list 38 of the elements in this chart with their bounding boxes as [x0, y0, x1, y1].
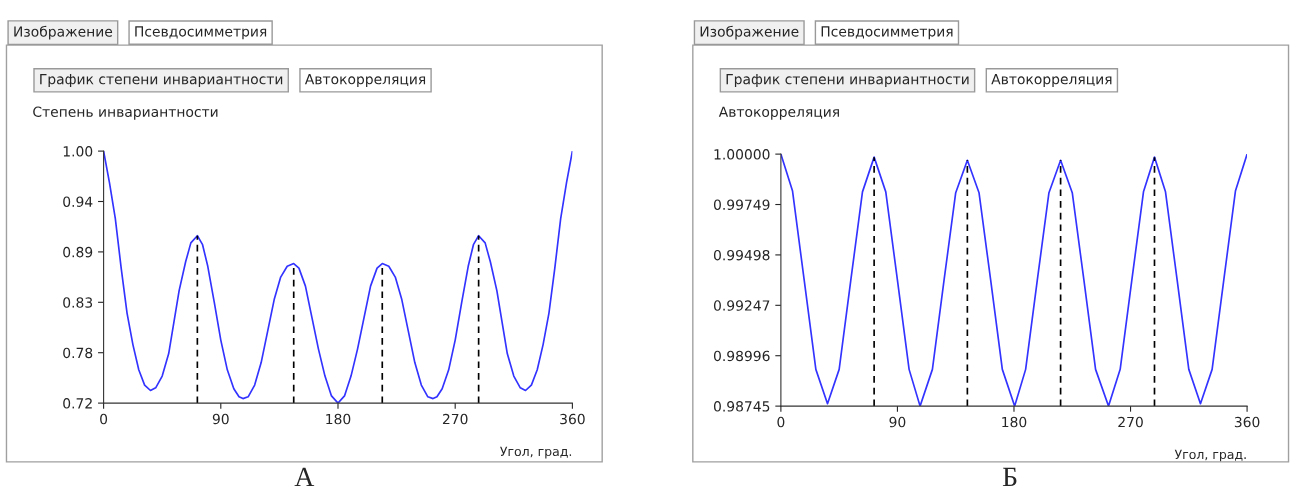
text: Псевдосимметрия [135, 26, 267, 40]
text: Автокорреляция [304, 74, 426, 88]
y-tick-label: 0.98996 [713, 350, 770, 362]
y-tick-label: 0.94 [63, 196, 93, 207]
chart-title: Автокорреляция [718, 106, 839, 120]
y-tick-label: 0.99498 [713, 249, 770, 261]
x-tick-label: 90 [889, 416, 906, 428]
text: Автокорреляция [991, 74, 1112, 88]
text: Псевдосимметрия [821, 26, 953, 40]
y-tick-label: 0.78 [63, 347, 93, 359]
x-axis-title: Угол, град. [500, 446, 572, 459]
y-tick-label: 0.99749 [713, 199, 770, 210]
y-tick-label: 0.83 [63, 297, 93, 308]
x-tick-label: 270 [442, 413, 468, 425]
y-tick-label: 0.99247 [713, 300, 770, 311]
text: А [294, 467, 315, 487]
text: График степени инвариантности [40, 74, 283, 88]
x-tick-label: 0 [100, 413, 108, 425]
x-tick-label: 360 [560, 413, 585, 425]
y-tick-label: 0.72 [63, 398, 92, 409]
text: Изображение [14, 25, 113, 40]
x-tick-label: 270 [1118, 416, 1143, 428]
line-series [780, 154, 1248, 407]
chart-title: Степень инвариантности [33, 106, 218, 120]
x-tick-label: 360 [1234, 416, 1260, 428]
x-tick-label: 0 [777, 416, 785, 428]
y-tick-label: 1.00 [63, 146, 93, 157]
text: Б [1002, 467, 1017, 487]
x-tick-label: 180 [326, 413, 351, 425]
y-tick-label: 0.98745 [713, 401, 770, 412]
x-tick-label: 90 [212, 413, 229, 425]
text: Изображение [700, 25, 799, 40]
x-tick-label: 180 [1002, 416, 1027, 428]
y-tick-label: 1.00000 [714, 149, 770, 160]
x-axis-title: Угол, град. [1174, 449, 1246, 462]
text: График степени инвариантности [726, 74, 969, 88]
line-series [103, 151, 573, 404]
y-tick-label: 0.89 [63, 246, 93, 258]
